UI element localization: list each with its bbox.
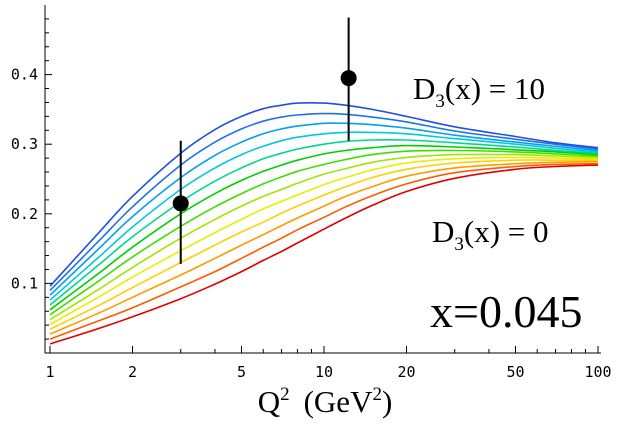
series-line-7 — [49, 144, 599, 311]
y-axis-ticks: 0.1 0.2 0.3 0.4 — [11, 18, 52, 340]
series-line-5 — [49, 153, 599, 321]
series-line-11 — [49, 112, 599, 291]
x-tick-label-1: 2 — [128, 363, 137, 381]
y-tick-label-0: 0.1 — [11, 274, 38, 292]
x-tick-label-4: 20 — [397, 363, 415, 381]
y-tick-label-3: 0.4 — [11, 66, 38, 84]
series-line-10 — [49, 122, 599, 296]
series-line-2 — [49, 160, 599, 335]
x-tick-label-2: 5 — [237, 363, 246, 381]
annotation-d3-0: D3(x) = 0 — [432, 214, 549, 255]
data-point-1 — [340, 70, 357, 87]
x-axis-ticks: 1 2 5 10 20 50 100 — [45, 346, 612, 381]
x-axis-label: Q2 (GeV2) — [258, 384, 393, 419]
series-line-4 — [49, 156, 599, 326]
series-line-12 — [49, 102, 599, 287]
y-tick-label-1: 0.2 — [11, 205, 38, 223]
data-point-group — [172, 17, 357, 264]
series-line-3 — [49, 159, 598, 331]
annotation-x-value: x=0.045 — [430, 286, 582, 337]
series-line-6 — [49, 149, 599, 316]
x-tick-label-3: 10 — [315, 363, 333, 381]
y-tick-label-2: 0.3 — [11, 135, 38, 153]
series-line-8 — [49, 138, 599, 306]
annotation-d3-10: D3(x) = 10 — [413, 71, 545, 112]
x-tick-label-5: 50 — [506, 363, 524, 381]
data-point-0 — [172, 195, 189, 212]
x-tick-label-0: 1 — [45, 363, 54, 381]
curve-group — [49, 102, 599, 345]
series-line-9 — [49, 131, 599, 301]
x-tick-label-6: 100 — [584, 363, 611, 381]
series-line-0 — [49, 164, 599, 345]
series-line-1 — [49, 162, 599, 340]
